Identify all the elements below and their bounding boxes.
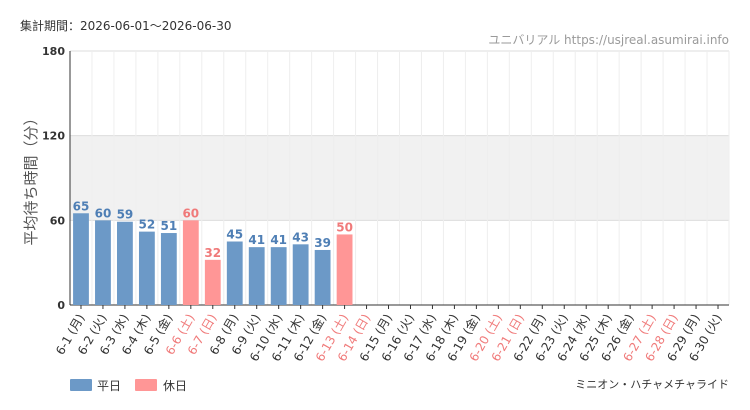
legend-label-holiday: 休日 bbox=[163, 379, 187, 393]
y-tick-label: 120 bbox=[42, 130, 65, 143]
bar bbox=[117, 221, 133, 305]
bar-value-label: 59 bbox=[117, 208, 134, 222]
bar-value-label: 51 bbox=[160, 219, 177, 233]
bar bbox=[204, 259, 221, 305]
bar-value-label: 41 bbox=[270, 233, 287, 247]
bar-value-label: 50 bbox=[336, 220, 353, 234]
bar-value-label: 60 bbox=[182, 206, 199, 220]
y-axis-label: 平均待ち時間（分） bbox=[22, 110, 40, 245]
y-tick-label: 180 bbox=[42, 45, 65, 58]
bar-value-label: 60 bbox=[95, 206, 112, 220]
bar-value-label: 41 bbox=[248, 233, 265, 247]
bar-value-label: 45 bbox=[226, 228, 243, 242]
bar-value-label: 39 bbox=[314, 236, 331, 250]
bar-value-label: 43 bbox=[292, 230, 309, 244]
bar-value-label: 65 bbox=[73, 199, 90, 213]
bar-value-label: 52 bbox=[139, 218, 156, 232]
bar bbox=[248, 247, 265, 305]
bar bbox=[226, 241, 243, 305]
y-tick-label: 0 bbox=[57, 299, 65, 312]
bar bbox=[138, 231, 155, 305]
attraction-name: ミニオン・ハチャメチャライド bbox=[575, 378, 729, 391]
bar bbox=[270, 247, 287, 305]
legend-label-weekday: 平日 bbox=[97, 379, 121, 393]
legend-swatch-holiday bbox=[135, 379, 157, 391]
bar bbox=[95, 220, 111, 305]
bar bbox=[292, 244, 309, 305]
y-tick-label: 60 bbox=[50, 214, 66, 227]
period-text: 集計期間：2026-06-01～2026-06-30 bbox=[20, 18, 231, 33]
bar bbox=[336, 234, 353, 305]
bar bbox=[314, 249, 331, 305]
bar bbox=[73, 213, 89, 305]
legend: 平日 休日 bbox=[70, 379, 187, 393]
bar bbox=[182, 220, 199, 305]
legend-swatch-weekday bbox=[70, 379, 92, 391]
bar-value-label: 32 bbox=[204, 246, 221, 260]
site-credit: ユニバリアル https://usjreal.asumirai.info bbox=[488, 33, 729, 47]
bar bbox=[160, 233, 177, 305]
